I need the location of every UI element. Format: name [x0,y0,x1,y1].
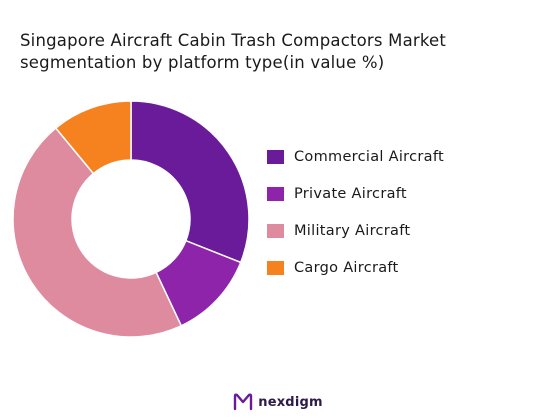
legend-item-private: Private Aircraft [267,183,444,205]
chart-title: Singapore Aircraft Cabin Trash Compactor… [20,30,446,74]
legend-swatch-cargo [267,261,284,275]
chart-title-line-2: segmentation by platform type(in value %… [20,53,385,72]
chart-title-line-1: Singapore Aircraft Cabin Trash Compactor… [20,31,447,50]
brand-name: nexdigm [258,394,323,410]
donut-slice-commercial [130,100,250,264]
donut-slice-cargo [54,100,132,175]
legend-swatch-military [267,224,284,238]
chart-legend: Commercial Aircraft Private Aircraft Mil… [267,146,444,294]
legend-swatch-private [267,187,284,201]
legend-label-private: Private Aircraft [294,186,407,202]
brand-footer: nexdigm [0,393,556,411]
legend-item-cargo: Cargo Aircraft [267,257,444,279]
legend-item-military: Military Aircraft [267,220,444,242]
legend-label-military: Military Aircraft [294,223,411,239]
donut-slice-military [12,127,183,338]
legend-swatch-commercial [267,150,284,164]
nexdigm-logo-icon [234,393,253,411]
legend-label-commercial: Commercial Aircraft [294,149,444,165]
legend-item-commercial: Commercial Aircraft [267,146,444,168]
legend-label-cargo: Cargo Aircraft [294,260,399,276]
